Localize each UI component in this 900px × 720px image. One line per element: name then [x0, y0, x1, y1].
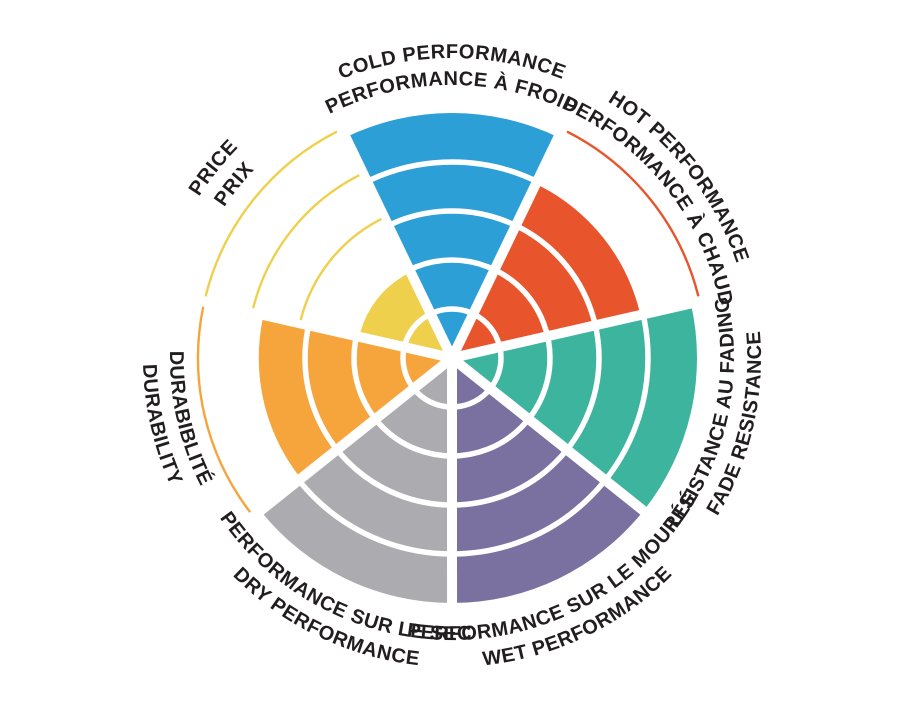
sector-divider	[450, 296, 701, 363]
dry-performance-sector	[260, 358, 453, 603]
fade-resistance-sector	[452, 303, 697, 511]
hot-performance-empty-ring-arc	[566, 130, 700, 297]
sector-divider	[448, 354, 654, 521]
sector-divider	[203, 296, 454, 363]
cold-performance-sector	[345, 112, 559, 359]
durability-empty-ring-arc	[196, 306, 252, 513]
price-empty-ring-arc	[299, 217, 382, 321]
sector-divider	[447, 126, 567, 361]
price-empty-ring-arc	[251, 174, 360, 309]
price-empty-ring-arc	[204, 130, 338, 297]
hot-performance-label-line1: HOT PERFORMANCE	[605, 87, 753, 265]
sector-divider	[250, 354, 456, 521]
sector-divider	[337, 126, 457, 361]
wet-performance-sector	[451, 358, 644, 603]
